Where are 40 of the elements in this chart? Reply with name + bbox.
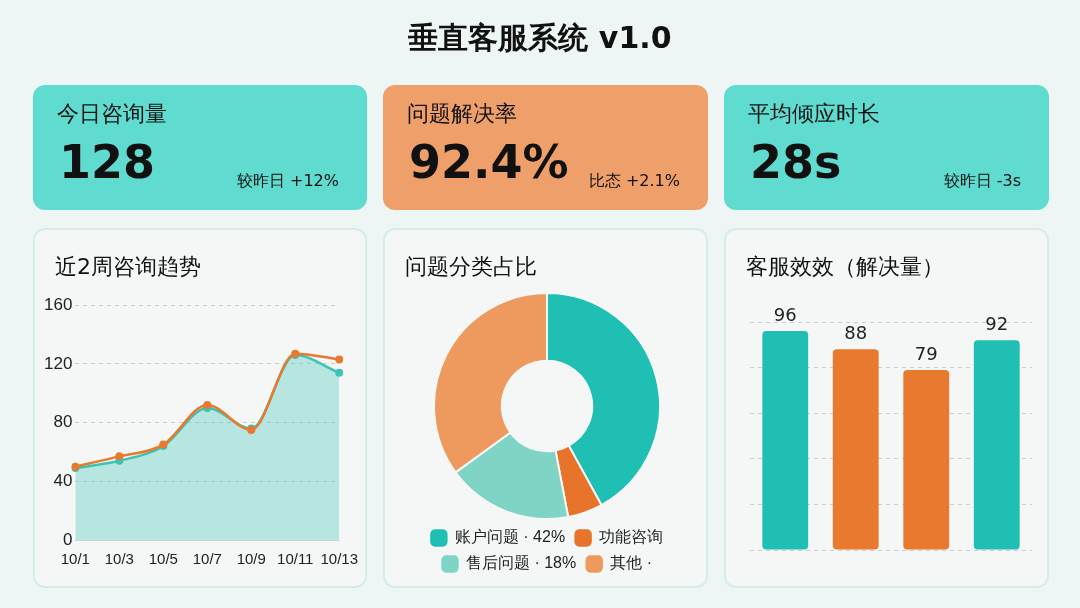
text: 128 [59,135,156,189]
text: 较昨日 +12% [236,171,339,192]
y-tick-label: 0 [62,529,73,549]
text: 问题解决率 [407,100,518,128]
x-tick-label: 10/3 [104,550,134,568]
legend-label: 其他 · [610,554,653,572]
point [335,355,344,364]
y-tick-label: 160 [43,294,73,314]
x-tick-label: 10/11 [277,550,314,568]
x-tick-label: 10/5 [148,550,178,568]
data-label: 79 [914,342,938,364]
y-tick-label: 40 [53,470,73,490]
legend-label: 售后问题 · 18% [465,554,577,572]
bar [762,331,809,550]
legend-label: 账户问题 · 42% [454,528,566,546]
legend-label: 功能咨询 [599,528,664,546]
data-label: 92 [985,312,1009,334]
x-tick-label: 10/9 [236,550,266,568]
chart-title: 客服效效（解决量） [746,253,944,281]
text: 28s [750,135,842,189]
bar [832,349,879,550]
x-tick-label: 10/1 [60,550,90,568]
bar [973,340,1020,550]
text: 垂直客服系统 v1.0 [407,19,673,57]
text: 92.4% [409,135,569,189]
point [335,368,344,377]
text: 比态 +2.1% [588,171,680,192]
data-label: 88 [844,322,868,344]
point [115,452,124,461]
x-tick-label: 10/13 [320,550,359,568]
data-label: 96 [773,303,797,325]
chart-title: 近2周咨询趋势 [55,253,201,281]
y-tick-label: 120 [43,353,73,373]
y-tick-label: 80 [53,412,73,432]
bar [903,369,950,550]
x-tick-label: 10/7 [192,550,222,568]
text: 平均倾应时长 [748,100,881,128]
text: 较昨日 -3s [943,171,1021,192]
chart-title: 问题分类占比 [405,253,537,281]
text: 今日咨询量 [57,100,168,128]
